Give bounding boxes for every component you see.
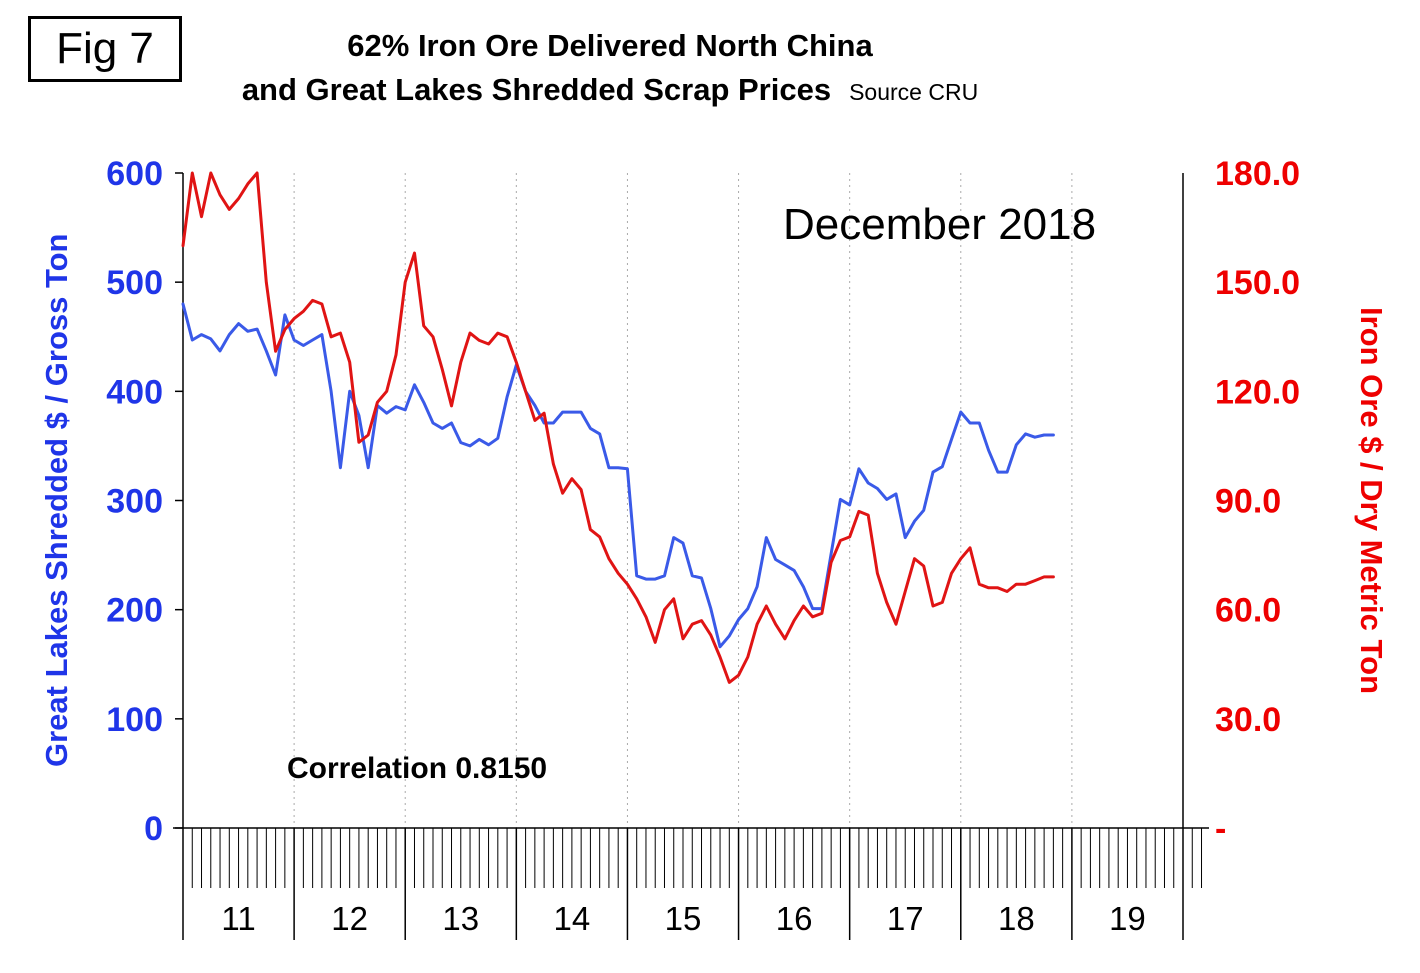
series-line-scrap <box>181 302 1055 649</box>
chart-title-line2-text: and Great Lakes Shredded Scrap Prices <box>241 72 832 107</box>
x-axis-year-label: 17 <box>887 900 924 937</box>
left-axis-tick-label: 200 <box>106 592 163 630</box>
source-label: Source CRU <box>849 79 979 105</box>
left-axis-tick-label: 0 <box>144 810 163 848</box>
right-axis-tick-label: 150.0 <box>1215 264 1300 302</box>
right-axis-tick-label: 120.0 <box>1215 373 1300 411</box>
x-axis-year-label: 16 <box>776 900 813 937</box>
correlation-annotation: Correlation 0.8150 <box>287 752 548 785</box>
right-axis-tick-label: 30.0 <box>1215 701 1281 739</box>
series-line-iron-ore <box>181 171 1055 684</box>
chart-title: 62% Iron Ore Delivered North China and G… <box>0 28 1220 108</box>
left-axis-tick-label: 400 <box>106 373 163 411</box>
x-axis-year-label: 14 <box>554 900 591 937</box>
figure-label: Fig 7 <box>28 16 182 82</box>
right-axis-tick-label: 60.0 <box>1215 592 1281 630</box>
right-axis-tick-label: 180.0 <box>1215 155 1300 193</box>
left-axis-tick-label: 300 <box>106 483 163 521</box>
x-axis-year-label: 18 <box>998 900 1035 937</box>
left-axis-tick-label: 100 <box>106 701 163 739</box>
right-axis-tick-label: - <box>1215 810 1226 848</box>
left-axis-title: Great Lakes Shredded $ / Gross Ton <box>39 233 74 768</box>
right-axis-tick-label: 90.0 <box>1215 483 1281 521</box>
left-axis-tick-label: 500 <box>106 264 163 302</box>
left-axis-tick-label: 600 <box>106 155 163 193</box>
x-axis-year-label: 13 <box>442 900 479 937</box>
x-axis-year-label: 15 <box>665 900 702 937</box>
x-axis-year-label: 11 <box>221 900 255 937</box>
chart-title-line1: 62% Iron Ore Delivered North China <box>347 28 873 63</box>
x-axis-year-label: 12 <box>331 900 368 937</box>
date-annotation: December 2018 <box>783 200 1097 249</box>
x-axis-year-label: 19 <box>1109 900 1146 937</box>
right-axis-title: Iron Ore $ / Dry Metric Ton <box>1354 306 1389 694</box>
chart-title-line2: and Great Lakes Shredded Scrap Prices Sou… <box>0 72 1220 108</box>
